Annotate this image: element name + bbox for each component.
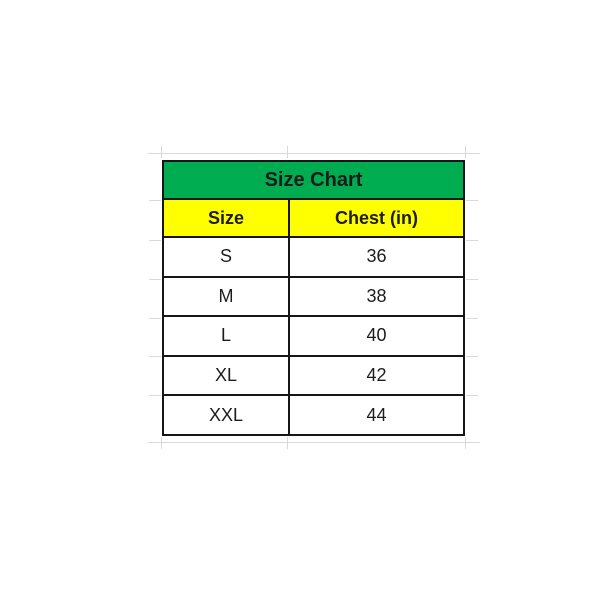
excel-gridline <box>287 437 288 449</box>
excel-gridline <box>148 153 480 154</box>
excel-gridline <box>149 200 161 201</box>
size-cell: S <box>219 246 232 267</box>
excel-gridline <box>466 318 478 319</box>
excel-gridline <box>161 437 162 449</box>
excel-gridline <box>149 279 161 280</box>
table-row: S 36 <box>164 238 463 278</box>
table-row: XL 42 <box>164 356 463 397</box>
size-chart-table: Size Chart Size Chest (in) S 36 M 38 L 4… <box>162 160 465 436</box>
table-row: XXL 44 <box>164 396 463 434</box>
size-cell: XL <box>214 365 238 386</box>
excel-gridline <box>149 240 161 241</box>
excel-gridline <box>149 318 161 319</box>
size-cell: L <box>220 325 231 346</box>
excel-gridline <box>149 356 161 357</box>
excel-gridline <box>466 356 478 357</box>
excel-gridline <box>287 146 288 158</box>
excel-gridline <box>148 442 480 443</box>
column-header-chest: Chest (in) <box>288 200 463 236</box>
chest-cell: 38 <box>288 277 463 316</box>
table-row: M 38 <box>164 277 463 318</box>
table-title-row: Size Chart <box>164 162 463 200</box>
size-cell: XXL <box>208 404 244 425</box>
excel-gridline <box>465 437 466 449</box>
excel-gridline <box>466 240 478 241</box>
chest-cell: 44 <box>288 396 463 434</box>
excel-gridline <box>466 395 478 396</box>
column-header-size: Size <box>207 207 245 228</box>
table-title: Size Chart <box>264 168 363 191</box>
chest-cell: 40 <box>288 317 463 355</box>
chest-cell: 42 <box>288 356 463 395</box>
excel-gridline <box>465 146 466 158</box>
table-row: L 40 <box>164 317 463 357</box>
table-header-row: Size Chest (in) <box>164 200 463 238</box>
size-cell: M <box>218 285 234 306</box>
chest-cell: 36 <box>288 238 463 276</box>
excel-gridline <box>466 200 478 201</box>
excel-gridline <box>466 279 478 280</box>
excel-gridline <box>161 146 162 158</box>
excel-gridline <box>149 395 161 396</box>
